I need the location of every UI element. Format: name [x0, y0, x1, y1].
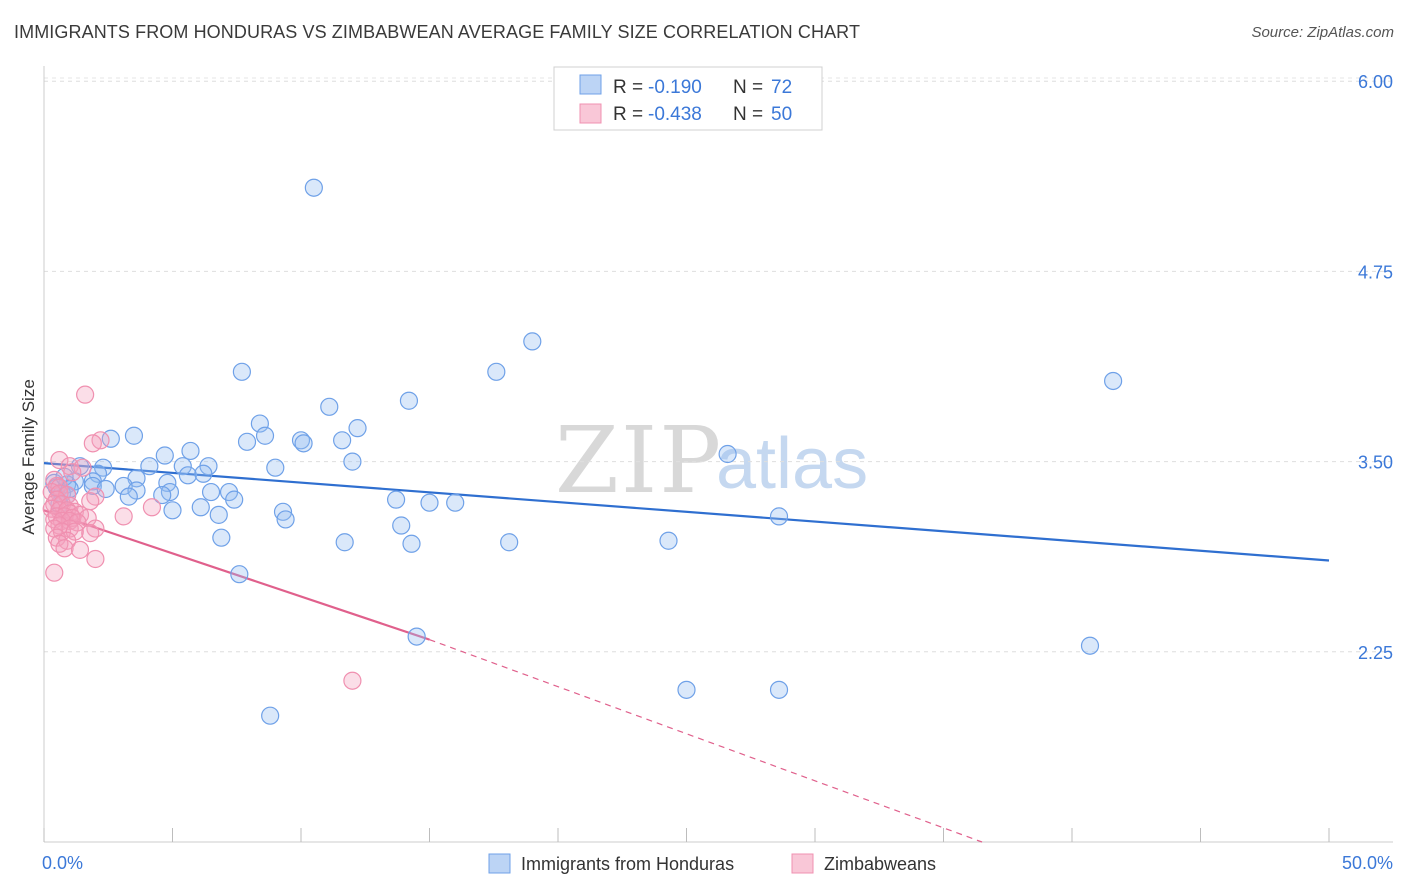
legend-r-value-2: -0.438 [648, 104, 702, 125]
bottom-legend-swatch-honduras [488, 853, 511, 874]
honduras-point-15 [294, 434, 313, 453]
zimbabwe-point-29 [114, 507, 133, 526]
honduras-point-18 [343, 452, 362, 471]
honduras-point-1 [523, 332, 542, 351]
honduras-point-47 [386, 490, 406, 509]
honduras-point-23 [266, 458, 285, 477]
bottom-legend-label-zimbabwe: Zimbabweans [824, 854, 936, 874]
honduras-point-17 [155, 446, 174, 465]
honduras-point-66 [677, 680, 696, 699]
zimbabwe-point-5 [73, 458, 92, 477]
legend-swatch-honduras [579, 74, 602, 95]
zimbabwe-point-45 [55, 539, 74, 558]
honduras-point-49 [446, 493, 465, 512]
honduras-point-0 [304, 178, 323, 197]
zimbabwe-point-40 [65, 522, 84, 541]
zimbabwe-trend-line [43, 509, 430, 641]
legend-r-label-2: R = [613, 104, 643, 125]
honduras-point-19 [718, 444, 737, 464]
honduras-point-5 [320, 397, 339, 416]
legend-swatch-zimbabwe [579, 103, 602, 124]
trend-lines [43, 462, 1330, 843]
honduras-point-12 [291, 431, 311, 450]
honduras-point-52 [163, 501, 182, 520]
honduras-point-13 [237, 432, 257, 451]
zimbabwe-point-12 [58, 485, 77, 505]
honduras-point-59 [335, 533, 354, 552]
honduras-point-55 [769, 507, 789, 526]
bottom-legend-label-honduras: Immigrants from Honduras [521, 854, 734, 874]
legend-n-label-2: N = [733, 104, 763, 125]
honduras-point-68 [261, 706, 280, 725]
honduras-point-40 [201, 482, 221, 502]
honduras-point-67 [769, 680, 789, 699]
honduras-trend-line [43, 462, 1330, 562]
zimbabwe-point-47 [86, 549, 105, 569]
zimbabwe-point-41 [81, 524, 100, 543]
honduras-point-9 [124, 426, 144, 445]
zimbabwe-trend-extension [429, 639, 983, 843]
y-tick-label-1: 3.50 [1358, 453, 1393, 473]
zimbabwe-point-0 [76, 385, 95, 404]
honduras-point-51 [191, 498, 210, 517]
honduras-point-57 [392, 516, 411, 535]
source-credit: Source: ZipAtlas.com [1251, 24, 1394, 41]
y-tick-label-2: 4.75 [1358, 262, 1393, 282]
y-tick-label-0: 2.25 [1358, 643, 1393, 663]
honduras-point-20 [140, 457, 159, 476]
y-axis-label: Average Family Size [19, 379, 38, 535]
zimbabwe-point-49 [343, 671, 362, 690]
honduras-point-27 [178, 466, 198, 485]
honduras-point-58 [212, 528, 231, 547]
stats-legend: R = -0.190 N = 72 R = -0.438 N = 50 [553, 66, 823, 131]
legend-n-value-2: 50 [771, 104, 792, 125]
honduras-point-54 [209, 505, 228, 524]
watermark-atlas: atlas [716, 424, 868, 504]
bottom-legend-swatch-zimbabwe [791, 853, 814, 874]
legend-r-label-1: R = [613, 77, 643, 98]
honduras-point-65 [1080, 636, 1100, 655]
x-tick-label-min: 0.0% [42, 853, 83, 873]
zimbabwe-point-48 [45, 563, 64, 582]
honduras-point-2 [232, 362, 251, 381]
x-tick-label-max: 50.0% [1342, 853, 1393, 873]
y-tick-label-3: 6.00 [1358, 72, 1393, 92]
honduras-point-8 [348, 419, 367, 438]
zimbabwe-point-6 [63, 463, 82, 482]
honduras-point-3 [487, 362, 506, 381]
axes [43, 66, 1393, 843]
honduras-point-44 [119, 487, 138, 506]
legend-r-value-1: -0.190 [648, 77, 702, 98]
honduras-point-4 [1104, 371, 1123, 391]
honduras-point-46 [225, 490, 244, 509]
honduras-point-45 [153, 485, 172, 505]
honduras-point-21 [173, 457, 192, 476]
honduras-point-62 [659, 531, 678, 550]
honduras-point-11 [255, 426, 275, 445]
zimbabwe-point-2 [83, 434, 102, 453]
honduras-point-60 [402, 534, 421, 553]
y-tick-labels: 2.25 3.50 4.75 6.00 [1358, 72, 1393, 663]
zimbabwe-point-46 [70, 540, 90, 559]
honduras-point-14 [333, 431, 352, 450]
data-points [42, 178, 1123, 725]
chart-title: IMMIGRANTS FROM HONDURAS VS ZIMBABWEAN A… [14, 22, 861, 42]
honduras-point-16 [181, 441, 200, 461]
zimbabwe-point-19 [142, 498, 162, 517]
tick-marks [43, 828, 1330, 842]
zimbabwe-point-3 [50, 450, 69, 470]
honduras-point-61 [500, 533, 519, 552]
watermark-zip: ZIP [555, 407, 723, 514]
honduras-point-63 [230, 565, 249, 584]
honduras-point-6 [399, 391, 419, 410]
legend-n-value-1: 72 [771, 77, 792, 98]
legend-n-label-1: N = [733, 77, 763, 98]
honduras-point-56 [276, 510, 295, 529]
series-legend: Immigrants from Honduras Zimbabweans [488, 853, 936, 874]
honduras-point-28 [194, 464, 213, 483]
honduras-point-48 [420, 493, 439, 512]
honduras-point-37 [96, 479, 115, 499]
honduras-point-64 [407, 627, 426, 646]
